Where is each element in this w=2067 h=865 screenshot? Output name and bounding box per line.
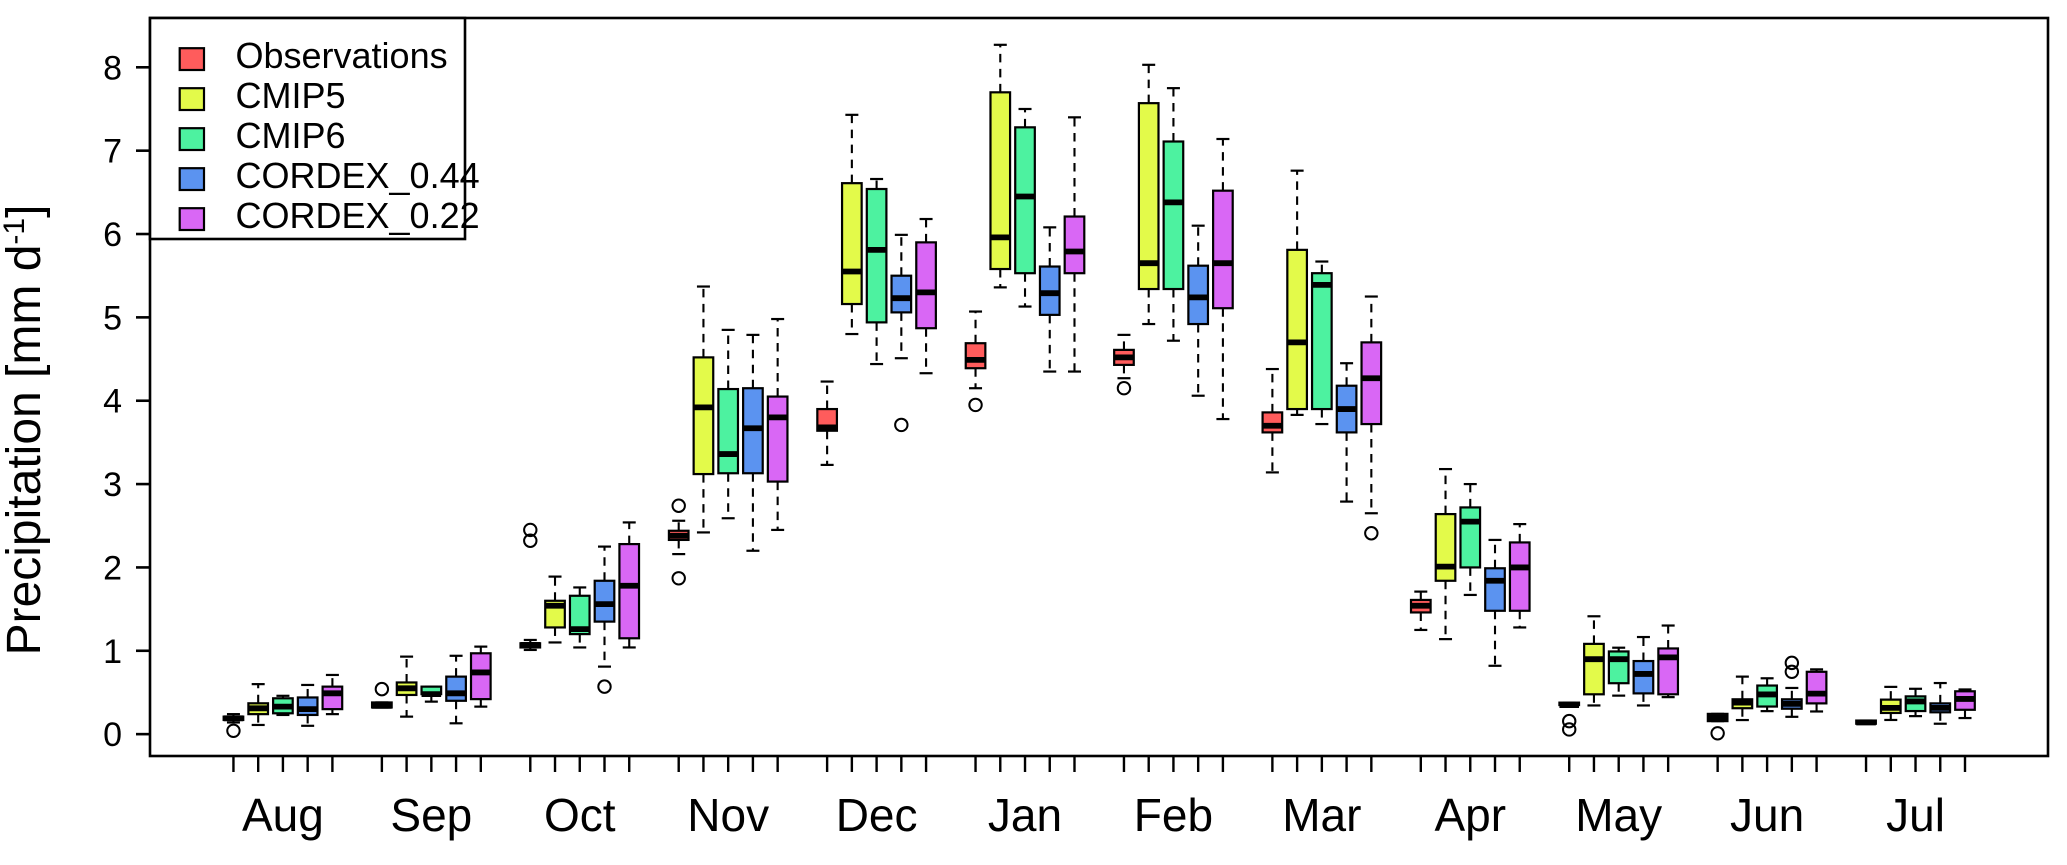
svg-text:CORDEX_0.22: CORDEX_0.22	[236, 195, 480, 236]
svg-text:4: 4	[103, 383, 122, 421]
svg-text:Oct: Oct	[544, 789, 616, 841]
svg-text:Jul: Jul	[1886, 789, 1945, 841]
svg-text:Feb: Feb	[1134, 789, 1213, 841]
svg-text:Mar: Mar	[1282, 789, 1361, 841]
svg-text:7: 7	[103, 133, 122, 171]
svg-text:CMIP5: CMIP5	[236, 75, 346, 116]
svg-text:Observations: Observations	[236, 35, 448, 76]
svg-text:1: 1	[103, 633, 122, 671]
svg-text:6: 6	[103, 216, 122, 254]
svg-text:Apr: Apr	[1434, 789, 1506, 841]
svg-text:Nov: Nov	[687, 789, 769, 841]
svg-text:Precipitation [mm d-1]: Precipitation [mm d-1]	[0, 205, 51, 656]
svg-text:8: 8	[103, 49, 122, 87]
svg-text:0: 0	[103, 716, 122, 754]
svg-text:Jun: Jun	[1730, 789, 1804, 841]
svg-text:3: 3	[103, 466, 122, 504]
svg-text:2: 2	[103, 549, 122, 587]
svg-text:Aug: Aug	[242, 789, 324, 841]
svg-text:5: 5	[103, 299, 122, 337]
svg-text:Jan: Jan	[988, 789, 1062, 841]
svg-text:CMIP6: CMIP6	[236, 115, 346, 156]
svg-text:May: May	[1575, 789, 1662, 841]
svg-text:Sep: Sep	[390, 789, 472, 841]
svg-text:CORDEX_0.44: CORDEX_0.44	[236, 155, 480, 196]
svg-text:Dec: Dec	[836, 789, 918, 841]
